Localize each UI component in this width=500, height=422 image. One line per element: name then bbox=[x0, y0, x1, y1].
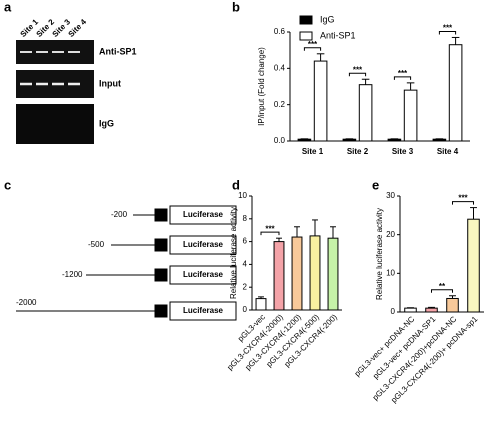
promoter-label: -200 bbox=[111, 210, 128, 219]
bar bbox=[273, 241, 285, 311]
y-axis-title: Relative luciferase activity bbox=[229, 207, 238, 299]
significance-bracket bbox=[303, 47, 322, 51]
y-tick-label: 0 bbox=[391, 307, 396, 316]
y-tick-label: 30 bbox=[386, 191, 395, 200]
significance-label: *** bbox=[458, 194, 468, 203]
x-tick-label: Site 1 bbox=[302, 147, 324, 156]
promoter-label: -1200 bbox=[62, 270, 83, 279]
promoter-label: -2000 bbox=[16, 298, 37, 307]
bar bbox=[448, 44, 463, 142]
y-tick-label: 10 bbox=[238, 191, 247, 200]
significance-label: ** bbox=[439, 282, 446, 291]
reporter-label: Luciferase bbox=[183, 210, 224, 219]
gel: Site 1 Site 2 Site 3 Site 4 Anti-SP1 Inp… bbox=[16, 17, 137, 144]
bar bbox=[327, 237, 339, 311]
y-tick-label: 0.6 bbox=[274, 27, 286, 36]
y-tick-label: 4 bbox=[243, 260, 248, 269]
legend-swatch bbox=[299, 31, 313, 41]
panel-letter: a bbox=[4, 0, 12, 14]
y-tick-label: 0.2 bbox=[274, 100, 286, 109]
y-axis-title: Relative luciferase activity bbox=[375, 208, 384, 300]
row-label: IgG bbox=[99, 118, 114, 128]
significance-label: *** bbox=[398, 69, 408, 78]
significance-bracket bbox=[260, 231, 280, 236]
panel-letter: d bbox=[232, 177, 240, 192]
promoter-diagram bbox=[16, 205, 237, 321]
row-label: Anti-SP1 bbox=[99, 46, 137, 56]
bar bbox=[387, 138, 402, 142]
legend-label: Anti-SP1 bbox=[320, 30, 356, 40]
x-tick-label: Site 2 bbox=[347, 147, 369, 156]
panel-letter: b bbox=[232, 0, 240, 14]
reporter-label: Luciferase bbox=[183, 306, 224, 315]
reporter-label: Luciferase bbox=[183, 240, 224, 249]
y-tick-label: 6 bbox=[243, 237, 248, 246]
gel-strip bbox=[16, 104, 94, 144]
y-tick-label: 2 bbox=[243, 282, 248, 291]
significance-bracket bbox=[438, 30, 457, 35]
panel-letter: e bbox=[372, 177, 379, 192]
promoter-label: -500 bbox=[88, 240, 105, 249]
reporter-label: Luciferase bbox=[183, 270, 224, 279]
bar bbox=[291, 236, 303, 311]
bar bbox=[403, 89, 418, 142]
bar bbox=[404, 307, 417, 313]
x-tick-label: pGL3-CXCR4(-200)+pcDNA-NC bbox=[371, 314, 459, 402]
legend-label: IgG bbox=[320, 14, 335, 24]
bar bbox=[446, 297, 459, 313]
significance-bracket bbox=[431, 289, 453, 293]
bar bbox=[255, 298, 267, 311]
significance-bracket bbox=[452, 201, 474, 205]
bar bbox=[358, 84, 373, 142]
y-axis-title: IP/input (Fold change) bbox=[257, 47, 266, 126]
y-tick-label: 20 bbox=[386, 230, 395, 239]
bar bbox=[342, 138, 357, 142]
bar bbox=[467, 218, 480, 313]
bar bbox=[309, 235, 321, 311]
y-tick-label: 0.0 bbox=[274, 136, 286, 145]
lane-label: Site 4 bbox=[67, 17, 89, 39]
y-tick-label: 8 bbox=[243, 214, 248, 223]
y-tick-label: 0 bbox=[243, 305, 248, 314]
bar bbox=[432, 138, 447, 142]
significance-label: *** bbox=[308, 40, 318, 49]
bar bbox=[313, 60, 328, 142]
y-tick-label: 0.4 bbox=[274, 63, 286, 72]
x-tick-label: Site 3 bbox=[392, 147, 414, 156]
y-tick-label: 10 bbox=[386, 268, 395, 277]
significance-label: *** bbox=[443, 24, 453, 33]
bar bbox=[297, 138, 312, 142]
panel-letter: c bbox=[4, 177, 11, 192]
significance-label: *** bbox=[353, 65, 363, 74]
x-tick-label: Site 4 bbox=[437, 147, 459, 156]
significance-bracket bbox=[393, 76, 412, 80]
bar bbox=[425, 307, 438, 313]
legend-swatch bbox=[299, 15, 313, 25]
significance-label: *** bbox=[265, 224, 275, 233]
row-label: Input bbox=[99, 78, 121, 88]
significance-bracket bbox=[348, 72, 367, 77]
